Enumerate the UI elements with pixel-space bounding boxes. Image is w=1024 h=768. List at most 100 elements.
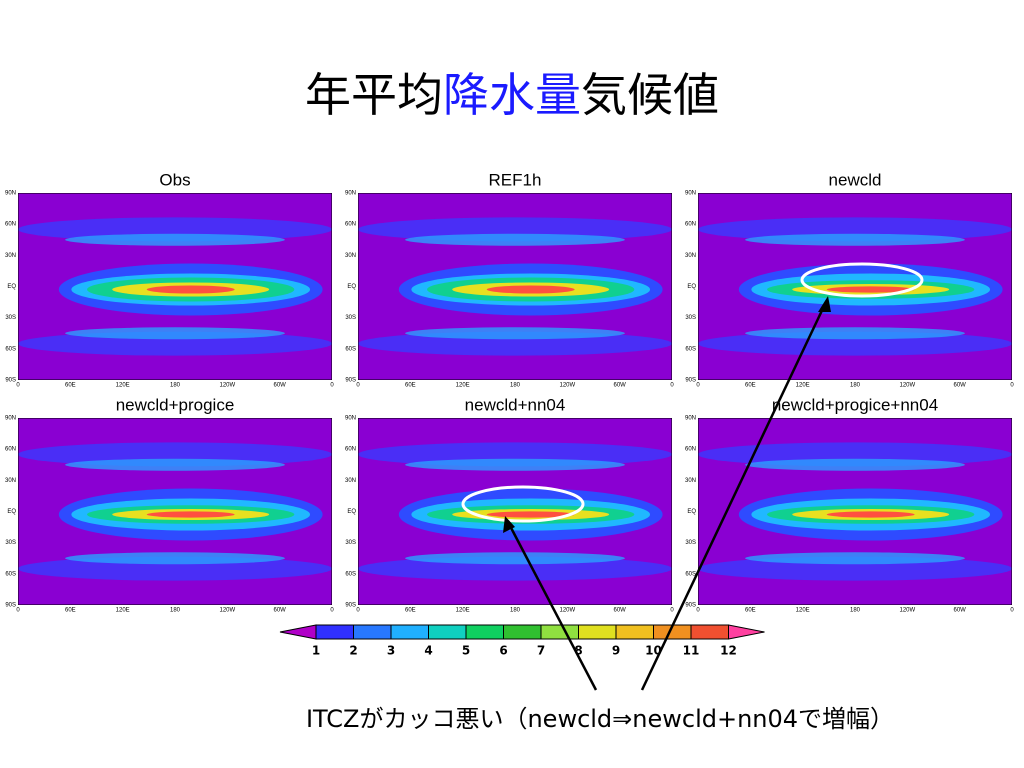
lon-label: 0 <box>1010 383 1014 389</box>
lon-label: 0 <box>330 383 334 389</box>
storm-track <box>18 556 332 581</box>
lon-label: 0 <box>670 383 674 389</box>
storm-track <box>698 217 1012 242</box>
panel-title: newcld+progice+nn04 <box>772 395 938 414</box>
colorbar-label: 2 <box>349 644 357 658</box>
colorbar-label: 8 <box>574 644 582 658</box>
lat-label: 60N <box>345 222 356 228</box>
lon-label: 60W <box>273 383 286 389</box>
lon-label: 60E <box>65 608 76 614</box>
storm-track <box>745 552 965 565</box>
colorbar-label: 3 <box>387 644 395 658</box>
lat-label: 90N <box>685 191 696 197</box>
colorbar-label: 7 <box>537 644 545 658</box>
storm-track <box>405 233 625 246</box>
lat-label: 90N <box>345 191 356 197</box>
colorbar-label: 10 <box>645 644 662 658</box>
map-field <box>18 418 332 605</box>
lon-label: 180 <box>170 383 181 389</box>
lat-label: 60S <box>5 346 16 352</box>
map-panel: newcld+progice+nn0490N60N30NEQ30S60S90S0… <box>685 395 1014 613</box>
lat-label: 60S <box>5 571 16 577</box>
storm-track <box>18 331 332 356</box>
colorbar-label: 9 <box>612 644 620 658</box>
lon-label: 120W <box>219 383 235 389</box>
storm-track <box>358 442 672 467</box>
panel-title: Obs <box>159 170 190 189</box>
lat-label: 90N <box>685 416 696 422</box>
lon-label: 60W <box>613 608 626 614</box>
storm-track <box>65 233 285 246</box>
colorbar-cell <box>390 624 429 640</box>
lon-label: 0 <box>16 383 20 389</box>
itcz-band <box>826 511 915 518</box>
lon-label: 120E <box>116 383 130 389</box>
lon-label: 60E <box>745 383 756 389</box>
storm-track <box>405 552 625 565</box>
lon-label: 60E <box>405 608 416 614</box>
lat-label: EQ <box>687 284 696 290</box>
colorbar-cell <box>615 624 654 640</box>
lat-label: EQ <box>347 509 356 515</box>
lat-label: 60S <box>685 571 696 577</box>
lon-label: 0 <box>330 608 334 614</box>
arrow <box>506 521 598 691</box>
storm-track <box>698 442 1012 467</box>
annotations <box>461 262 924 691</box>
colorbar-label: 4 <box>424 644 432 658</box>
colorbar-label: 11 <box>683 644 700 658</box>
lon-label: 180 <box>170 608 181 614</box>
colorbar-end <box>279 624 317 640</box>
colorbar-label: 5 <box>462 644 470 658</box>
colorbar-cell <box>503 624 542 640</box>
colorbar-label: 1 <box>312 644 320 658</box>
lon-label: 0 <box>16 608 20 614</box>
storm-track <box>358 331 672 356</box>
colorbar-cell <box>578 624 617 640</box>
colorbar-label: 12 <box>720 644 737 658</box>
colorbar-cell <box>690 624 729 640</box>
colorbar-cell <box>353 624 392 640</box>
lat-label: EQ <box>347 284 356 290</box>
map-field <box>18 193 332 380</box>
storm-track <box>18 217 332 242</box>
lat-label: 60N <box>345 447 356 453</box>
panel-title: REF1h <box>489 170 542 189</box>
lat-label: 30N <box>345 253 356 259</box>
title-part: 気候値 <box>581 68 719 122</box>
lon-label: 120W <box>899 608 915 614</box>
lon-label: 120E <box>796 608 810 614</box>
highlight-ellipse <box>800 262 924 298</box>
lon-label: 60E <box>65 383 76 389</box>
arrow-head <box>503 516 515 533</box>
arrow <box>640 301 828 691</box>
itcz-band <box>486 511 575 518</box>
lat-label: 30S <box>685 540 696 546</box>
lat-label: 30N <box>5 478 16 484</box>
lon-label: 60E <box>745 608 756 614</box>
lon-label: 120W <box>899 383 915 389</box>
panel-title: newcld+nn04 <box>465 395 566 414</box>
colorbar-end <box>728 624 765 640</box>
itcz-band <box>146 285 235 294</box>
lon-label: 0 <box>696 608 700 614</box>
arrow-head <box>818 296 831 312</box>
storm-track <box>405 458 625 471</box>
lon-label: 180 <box>850 608 861 614</box>
storm-track <box>745 327 965 340</box>
lat-label: EQ <box>7 284 16 290</box>
slide-title: 年平均降水量気候値 <box>305 68 719 122</box>
lon-label: 180 <box>850 383 861 389</box>
storm-track <box>358 217 672 242</box>
map-field <box>358 193 672 380</box>
itcz-band <box>826 286 915 293</box>
storm-track <box>698 556 1012 581</box>
panel-title: newcld <box>829 170 882 189</box>
title-part: 降水量 <box>443 68 581 122</box>
colorbar-cell <box>428 624 467 640</box>
